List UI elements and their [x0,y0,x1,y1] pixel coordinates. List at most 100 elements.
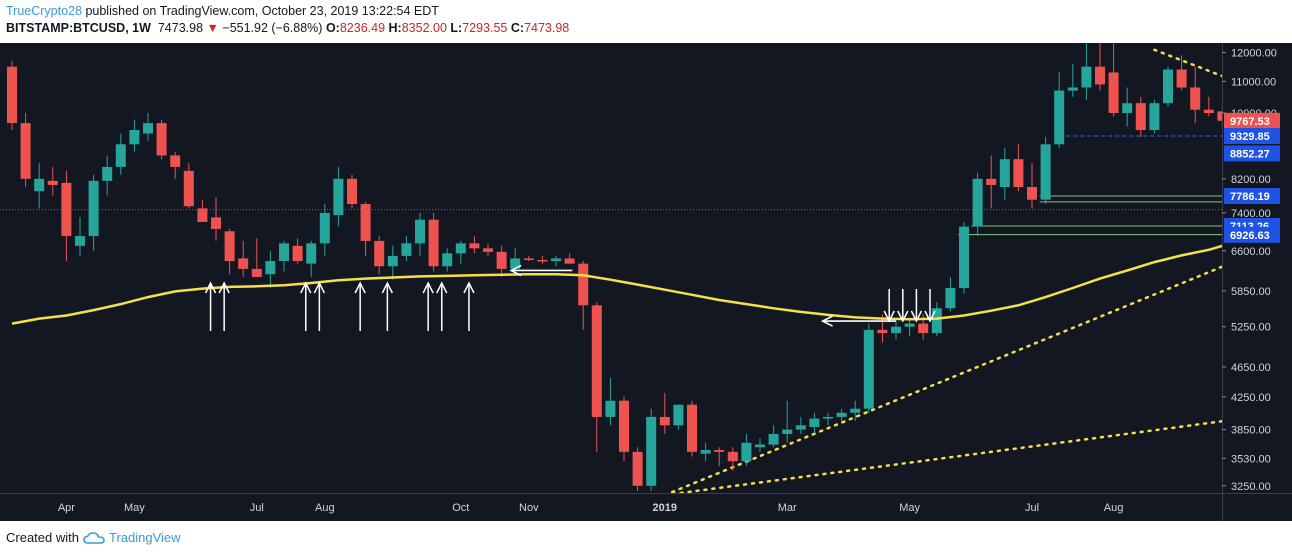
created-with-text: Created with [6,530,79,545]
price-tick-label: 5850.00 [1231,286,1271,298]
candle-down [61,182,72,237]
candle-up [129,130,140,145]
candle-up [904,323,915,327]
candle-down [428,219,439,267]
close-value: 7473.98 [524,21,570,35]
candle-up [741,442,752,462]
time-axis-label: May [124,502,145,514]
tradingview-brand[interactable]: TradingView [108,530,181,545]
trendline [671,420,1222,493]
time-axis-label: Aug [315,502,335,514]
time-axis-label: Nov [519,502,539,514]
time-axis-label: Oct [452,502,469,514]
candle-up [945,288,956,309]
candle-up [605,400,616,417]
candle-down [1217,111,1222,121]
time-axis-label: Jul [250,502,264,514]
candle-down [496,251,507,269]
low-value: 7293.55 [462,21,508,35]
candle-up [972,178,983,227]
candle-down [632,451,643,486]
candle-up [931,308,942,334]
plot-layer [0,43,1222,493]
price-badge [1224,128,1280,145]
candle-up [1122,103,1133,114]
candle-down [483,248,493,252]
price-tick-label: 12000.00 [1231,48,1277,60]
candle-down [347,178,357,205]
candle-down [224,231,235,262]
candle-up [700,450,711,454]
chart-area[interactable]: 12000.0011000.0010000.008200.007400.0066… [0,43,1292,521]
candle-down [1095,66,1105,85]
left-arrow-icon [509,264,522,277]
price-tick-label: 3530.00 [1231,453,1271,465]
candle-up [1040,144,1051,200]
author-link[interactable]: TrueCrypto28 [6,4,82,18]
up-arrow-icon [422,281,434,294]
tradingview-cloud-icon [83,531,105,544]
price-badge [1224,188,1280,205]
candle-down [211,217,221,229]
candle-up [863,329,874,409]
candle-up [768,433,779,445]
candle-down [591,305,602,417]
candle-up [88,180,99,237]
time-axis-label: Apr [58,502,75,514]
candle-up [809,418,820,428]
up-arrow-icon [463,281,475,294]
candle-up [306,243,317,264]
candle-down [687,404,697,452]
price-badge [1224,145,1280,162]
symbol-label: BITSTAMP:BTCUSD, 1W [6,21,151,35]
time-axis-label: Jul [1025,502,1039,514]
price-badge [1224,226,1280,243]
price-badge [1224,112,1280,129]
candle-up [1054,90,1065,145]
high-label: H: [388,21,402,35]
up-arrow-icon [300,281,312,294]
candle-down [1135,103,1146,131]
candle-up [415,219,425,244]
up-arrow-icon [354,281,366,294]
candle-up [673,404,684,426]
candle-up [75,236,85,246]
candle-down [1108,72,1119,114]
candle-down [578,263,589,306]
candle-down [469,243,480,249]
price-badge-label: 7786.19 [1230,191,1270,203]
candle-up [279,243,289,262]
candle-up [1081,66,1092,88]
candle-up [850,408,861,413]
down-arrow-icon [924,310,936,323]
candle-down [877,329,888,334]
down-arrow-icon [910,310,923,323]
footer: Created with TradingView [6,530,181,545]
up-arrow-icon [436,281,448,294]
candle-up [442,253,453,267]
candle-down [523,258,534,260]
price-tick-label: 7400.00 [1231,208,1271,220]
published-text: published on TradingView.com, October 23… [85,4,439,18]
candle-up [34,178,45,192]
candle-down [251,268,262,277]
candle-up [959,226,969,289]
candle-down [374,240,385,267]
chart-header: TrueCrypto28 published on TradingView.co… [6,3,1286,37]
price-tick-label: 3850.00 [1231,425,1271,437]
up-arrow-icon [313,281,326,294]
candle-up [455,243,466,254]
candle-down [918,323,929,334]
price-badge-label: 6926.63 [1230,230,1270,242]
candle-down [1013,159,1024,188]
candle-up [1067,87,1078,91]
last-price: 7473.98 [157,21,204,35]
candle-down [659,416,670,426]
candle-down [986,178,997,185]
candle-down [1027,187,1037,200]
candlestick-chart[interactable]: 12000.0011000.0010000.008200.007400.0066… [0,43,1292,521]
candle-down [1190,87,1201,110]
up-arrow-icon [381,281,394,294]
candle-up [823,416,833,419]
candle-up [782,429,793,434]
